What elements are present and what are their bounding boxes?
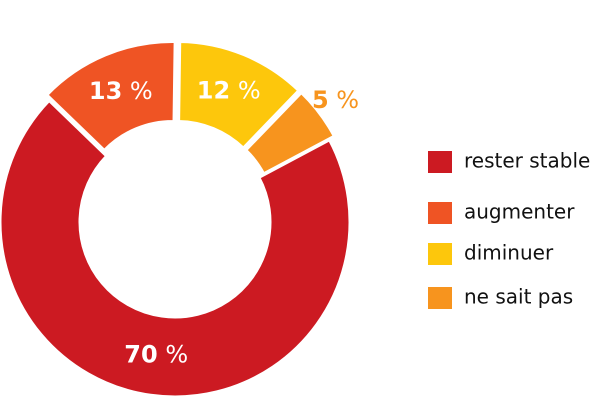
legend-swatch [428,202,452,224]
legend-label: augmenter [464,200,575,224]
label-part: % [122,77,152,105]
donut-slice [44,39,177,153]
donut-slice [243,90,337,176]
legend-label: rester stable [464,149,590,173]
label-part: % [230,77,260,105]
data-label: 13 % [89,77,153,105]
label-part: % [158,341,188,369]
data-label: 12 % [197,77,261,105]
label-part: 5 [312,86,329,114]
legend-swatch [428,151,452,173]
legend-label: ne sait pas [464,285,573,309]
data-label: 70 % [124,341,188,369]
donut-slice [177,39,301,151]
label-part: 12 [197,77,230,105]
label-part: % [329,86,359,114]
label-part: 13 [89,77,122,105]
label-part: 70 [124,341,157,369]
legend-swatch [428,287,452,309]
legend-label: diminuer [464,241,554,265]
legend-swatch [428,243,452,265]
donut-slice [0,98,352,399]
data-label: 5 % [312,86,359,114]
